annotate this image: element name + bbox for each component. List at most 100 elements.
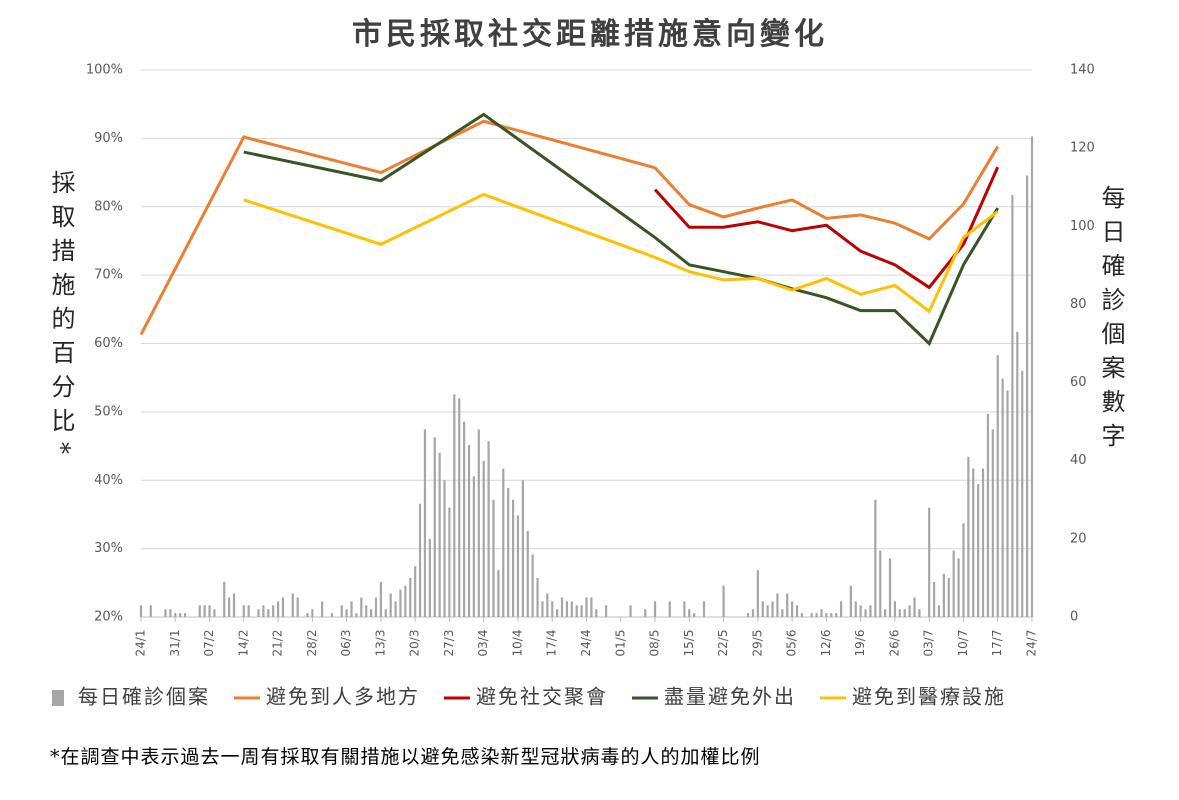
bar	[810, 613, 813, 617]
bar	[247, 605, 250, 617]
bar	[947, 577, 950, 617]
legend-label: 避免社交聚會	[476, 685, 608, 709]
bar	[497, 570, 500, 617]
bar	[913, 597, 916, 617]
bar	[590, 597, 593, 617]
bar	[874, 499, 877, 617]
y-tick-label: 90%	[94, 131, 123, 146]
bar	[888, 558, 892, 617]
bar	[389, 593, 392, 617]
x-tick-label: 01/5	[613, 630, 627, 657]
bar	[967, 456, 970, 617]
x-tick-label: 26/6	[887, 630, 901, 657]
bar	[463, 421, 466, 617]
y2-axis-title: 每日確診個案數字	[1097, 185, 1125, 457]
bar	[443, 480, 446, 617]
x-tick-label: 06/3	[339, 630, 353, 657]
y-tick-label: 20%	[94, 610, 123, 625]
bar	[893, 601, 897, 617]
y-tick-label: 40%	[94, 473, 123, 488]
bar	[786, 593, 789, 617]
bar	[928, 507, 931, 617]
bar	[644, 609, 647, 617]
bar	[781, 609, 784, 617]
bar	[937, 605, 941, 617]
line	[139, 119, 1000, 336]
bar	[360, 597, 363, 617]
bar	[776, 593, 779, 617]
x-tick-label: 12/6	[819, 630, 833, 657]
bar	[458, 398, 461, 617]
chart-title: 市民採取社交距離措施意向變化	[352, 17, 828, 52]
bar	[492, 499, 495, 617]
x-tick-label: 29/5	[750, 630, 764, 657]
bar	[859, 605, 862, 617]
bar	[433, 437, 436, 617]
bar	[257, 609, 260, 617]
bar	[516, 515, 520, 617]
bar	[306, 613, 309, 617]
y-axis-title: 採取措施的百分比*	[47, 170, 75, 464]
bar	[223, 581, 226, 617]
bar	[830, 613, 833, 617]
x-tick-label: 14/2	[236, 630, 250, 657]
legend-label: 盡量避免外出	[664, 685, 796, 709]
bar	[898, 609, 901, 617]
bar	[551, 601, 554, 617]
bar	[487, 441, 490, 617]
x-tick-label: 24/7	[1025, 630, 1039, 657]
bar	[355, 613, 358, 617]
y2-tick-label: 80	[1070, 297, 1087, 312]
bar	[369, 609, 373, 617]
bar	[267, 609, 270, 617]
x-tick-label: 10/4	[510, 630, 524, 657]
bar	[418, 503, 422, 617]
bar	[942, 574, 945, 617]
y-tick-label: 100%	[86, 63, 123, 78]
footnote: *在調查中表示過去一周有採取有關措施以避免感染新型冠狀病毒的人的加權比例	[50, 746, 761, 768]
y2-tick-label: 120	[1070, 141, 1095, 156]
bar	[580, 605, 583, 617]
bar	[536, 577, 539, 617]
bar	[751, 609, 755, 617]
x-tick-label: 07/2	[202, 630, 216, 657]
bar	[139, 605, 143, 617]
line	[653, 166, 1000, 290]
bar	[595, 609, 598, 617]
bar	[981, 468, 985, 617]
x-tick-label: 27/3	[442, 630, 456, 657]
bar	[399, 589, 402, 617]
line	[243, 192, 999, 314]
bar	[1011, 195, 1014, 617]
bar	[884, 609, 887, 617]
bar	[345, 609, 348, 617]
bar	[991, 429, 994, 617]
x-tick-label: 28/2	[305, 630, 319, 657]
bar	[668, 601, 671, 617]
bar	[986, 413, 990, 617]
bar	[350, 601, 353, 617]
x-tick-label: 21/2	[271, 630, 285, 657]
y-tick-label: 70%	[94, 268, 123, 283]
bar	[262, 605, 265, 617]
x-tick-label: 19/6	[853, 630, 867, 657]
bar	[330, 613, 334, 617]
bar	[869, 605, 872, 617]
bar	[404, 585, 407, 617]
bar	[683, 601, 686, 617]
bar	[384, 609, 387, 617]
bar	[311, 609, 314, 617]
x-tick-label: 20/3	[408, 630, 422, 657]
bar	[835, 613, 838, 617]
y-tick-label: 80%	[94, 199, 123, 214]
x-tick-label: 17/4	[545, 630, 559, 657]
bar	[795, 605, 799, 617]
bar	[174, 613, 177, 617]
bar	[228, 597, 231, 617]
x-tick-label: 31/1	[168, 630, 182, 657]
bar	[169, 609, 172, 617]
bar	[394, 601, 397, 617]
line	[243, 112, 1000, 347]
bar	[575, 605, 578, 617]
bar	[791, 601, 794, 617]
